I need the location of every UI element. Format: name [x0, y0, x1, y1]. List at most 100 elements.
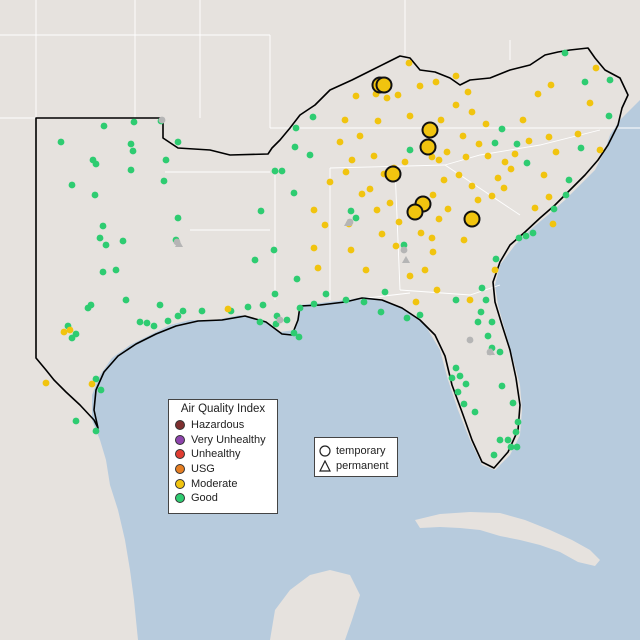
site-marker-good[interactable] [122, 296, 130, 304]
permanent-monitor-marker[interactable] [175, 240, 183, 247]
site-marker-moderate[interactable] [383, 94, 391, 102]
site-marker-good[interactable] [309, 113, 317, 121]
temporary-monitor-marker-moderate[interactable] [419, 138, 437, 156]
site-marker-good[interactable] [244, 303, 252, 311]
site-marker-good[interactable] [306, 151, 314, 159]
temporary-monitor-marker-moderate[interactable] [421, 121, 439, 139]
site-marker-good[interactable] [504, 436, 512, 444]
site-marker-good[interactable] [381, 288, 389, 296]
site-marker-moderate[interactable] [412, 298, 420, 306]
site-marker-good[interactable] [256, 318, 264, 326]
site-marker-moderate[interactable] [475, 140, 483, 148]
site-marker-moderate[interactable] [547, 81, 555, 89]
site-marker-moderate[interactable] [443, 148, 451, 156]
site-marker-good[interactable] [360, 298, 368, 306]
site-marker-moderate[interactable] [519, 116, 527, 124]
site-marker-good[interactable] [92, 160, 100, 168]
site-marker-good[interactable] [474, 318, 482, 326]
site-marker-moderate[interactable] [348, 156, 356, 164]
site-marker-good[interactable] [605, 112, 613, 120]
site-marker-good[interactable] [99, 222, 107, 230]
site-marker-good[interactable] [291, 143, 299, 151]
site-marker-good[interactable] [99, 268, 107, 276]
site-marker-good[interactable] [57, 138, 65, 146]
site-marker-good[interactable] [130, 118, 138, 126]
site-marker-good[interactable] [491, 139, 499, 147]
site-marker-good[interactable] [143, 319, 151, 327]
site-marker-moderate[interactable] [401, 158, 409, 166]
site-marker-moderate[interactable] [362, 266, 370, 274]
site-marker-good[interactable] [257, 207, 265, 215]
site-marker-moderate[interactable] [592, 64, 600, 72]
site-marker-good[interactable] [565, 176, 573, 184]
site-marker-good[interactable] [529, 229, 537, 237]
site-marker-good[interactable] [174, 214, 182, 222]
site-marker-moderate[interactable] [540, 171, 548, 179]
site-marker-moderate[interactable] [474, 196, 482, 204]
site-marker-moderate[interactable] [374, 117, 382, 125]
site-marker-moderate[interactable] [366, 185, 374, 193]
site-marker-moderate[interactable] [596, 146, 604, 154]
site-marker-moderate[interactable] [525, 137, 533, 145]
site-marker-good[interactable] [406, 146, 414, 154]
site-marker-moderate[interactable] [462, 153, 470, 161]
site-marker-good[interactable] [119, 237, 127, 245]
site-marker-good[interactable] [136, 318, 144, 326]
site-marker-good[interactable] [498, 382, 506, 390]
site-marker-moderate[interactable] [336, 138, 344, 146]
site-marker-good[interactable] [512, 428, 520, 436]
site-marker-moderate[interactable] [534, 90, 542, 98]
site-marker-no-data[interactable] [400, 246, 408, 254]
site-marker-good[interactable] [523, 159, 531, 167]
permanent-monitor-marker[interactable] [487, 348, 495, 355]
site-marker-good[interactable] [513, 140, 521, 148]
site-marker-moderate[interactable] [428, 234, 436, 242]
site-marker-good[interactable] [259, 301, 267, 309]
site-marker-good[interactable] [496, 348, 504, 356]
site-marker-moderate[interactable] [395, 218, 403, 226]
site-marker-moderate[interactable] [321, 221, 329, 229]
site-marker-good[interactable] [290, 329, 298, 337]
temporary-monitor-marker-moderate[interactable] [384, 165, 402, 183]
site-marker-moderate[interactable] [452, 72, 460, 80]
site-marker-good[interactable] [162, 156, 170, 164]
site-marker-moderate[interactable] [435, 215, 443, 223]
site-marker-moderate[interactable] [444, 205, 452, 213]
site-marker-good[interactable] [509, 399, 517, 407]
site-marker-moderate[interactable] [452, 101, 460, 109]
site-marker-moderate[interactable] [394, 91, 402, 99]
site-marker-moderate[interactable] [545, 193, 553, 201]
site-marker-good[interactable] [92, 427, 100, 435]
site-marker-good[interactable] [581, 78, 589, 86]
site-marker-moderate[interactable] [406, 272, 414, 280]
site-marker-good[interactable] [416, 311, 424, 319]
site-marker-good[interactable] [492, 255, 500, 263]
site-marker-moderate[interactable] [352, 92, 360, 100]
site-marker-good[interactable] [496, 436, 504, 444]
site-marker-good[interactable] [179, 307, 187, 315]
site-marker-moderate[interactable] [488, 192, 496, 200]
site-marker-good[interactable] [456, 372, 464, 380]
site-marker-moderate[interactable] [429, 248, 437, 256]
site-marker-good[interactable] [478, 284, 486, 292]
site-marker-good[interactable] [377, 308, 385, 316]
site-marker-good[interactable] [550, 205, 558, 213]
site-marker-good[interactable] [283, 316, 291, 324]
site-marker-moderate[interactable] [468, 182, 476, 190]
site-marker-moderate[interactable] [421, 266, 429, 274]
site-marker-moderate[interactable] [392, 242, 400, 250]
site-marker-good[interactable] [271, 290, 279, 298]
temporary-monitor-marker-moderate[interactable] [463, 210, 481, 228]
site-marker-good[interactable] [452, 296, 460, 304]
site-marker-good[interactable] [112, 266, 120, 274]
site-marker-moderate[interactable] [310, 244, 318, 252]
site-marker-good[interactable] [292, 124, 300, 132]
site-marker-moderate[interactable] [432, 78, 440, 86]
site-marker-good[interactable] [507, 443, 515, 451]
site-marker-moderate[interactable] [314, 264, 322, 272]
site-marker-good[interactable] [606, 76, 614, 84]
site-marker-good[interactable] [513, 443, 521, 451]
site-marker-moderate[interactable] [386, 199, 394, 207]
site-marker-good[interactable] [490, 451, 498, 459]
site-marker-good[interactable] [477, 308, 485, 316]
